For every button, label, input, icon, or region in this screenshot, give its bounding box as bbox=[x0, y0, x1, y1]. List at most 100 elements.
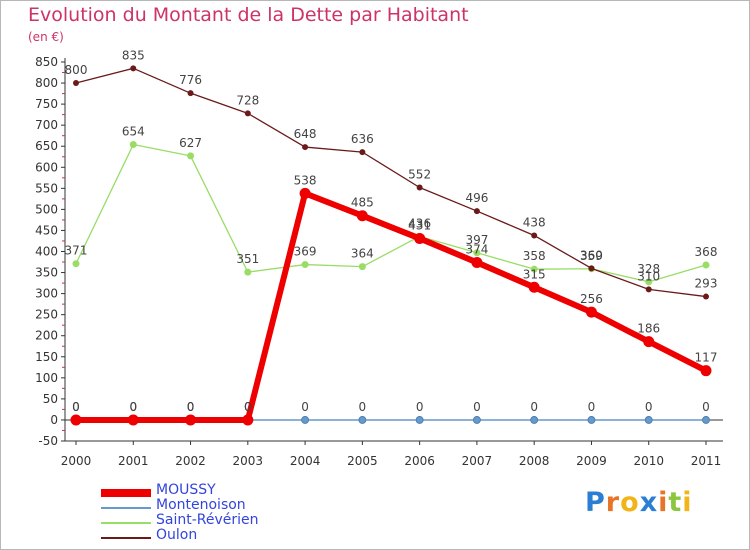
data-point-montenoison bbox=[301, 416, 309, 424]
y-tick-label: 150 bbox=[35, 350, 58, 364]
data-label-oulon: 776 bbox=[179, 73, 202, 87]
series-line-oulon bbox=[75, 67, 707, 298]
data-label-oulon: 728 bbox=[236, 93, 259, 107]
data-label-moussy: 315 bbox=[523, 267, 546, 281]
legend-label: Montenoison bbox=[156, 497, 246, 513]
legend-label: Oulon bbox=[156, 527, 198, 543]
data-label-saint-reverien: 368 bbox=[695, 245, 718, 259]
y-tick-label: 50 bbox=[43, 392, 58, 406]
data-point-moussy bbox=[585, 306, 597, 318]
data-point-moussy bbox=[356, 210, 368, 222]
legend-label: MOUSSY bbox=[156, 482, 216, 498]
data-point-saint-reverien bbox=[645, 278, 653, 286]
x-tick-label: 2005 bbox=[347, 454, 378, 468]
data-label-montenoison: 0 bbox=[301, 400, 309, 414]
data-point-oulon bbox=[531, 232, 538, 239]
data-label-oulon: 648 bbox=[294, 127, 317, 141]
data-point-moussy bbox=[185, 414, 197, 426]
data-label-montenoison: 0 bbox=[702, 400, 710, 414]
data-point-moussy bbox=[414, 232, 426, 244]
data-point-oulon bbox=[359, 149, 366, 156]
data-label-montenoison: 0 bbox=[129, 400, 137, 414]
data-label-oulon: 552 bbox=[408, 167, 431, 181]
y-tick-label: 350 bbox=[35, 266, 58, 280]
y-tick-label: 500 bbox=[35, 202, 58, 216]
data-label-saint-reverien: 436 bbox=[408, 216, 431, 230]
data-label-oulon: 636 bbox=[351, 132, 374, 146]
data-point-saint-reverien bbox=[72, 260, 80, 268]
data-point-oulon bbox=[703, 293, 709, 300]
data-point-montenoison bbox=[702, 416, 710, 424]
data-label-saint-reverien: 397 bbox=[465, 233, 488, 247]
data-point-saint-reverien bbox=[129, 141, 137, 149]
y-tick-label: 200 bbox=[35, 329, 58, 343]
x-tick-label: 2001 bbox=[118, 454, 149, 468]
data-point-oulon bbox=[416, 184, 423, 191]
legend-label: Saint-Révérien bbox=[156, 512, 259, 528]
y-tick-label: 750 bbox=[35, 97, 58, 111]
data-label-moussy: 431 bbox=[408, 218, 431, 232]
data-point-oulon bbox=[244, 110, 251, 117]
data-label-moussy: 0 bbox=[72, 400, 80, 414]
data-label-moussy: 0 bbox=[129, 400, 137, 414]
data-label-saint-reverien: 359 bbox=[580, 249, 603, 263]
y-tick-label: 850 bbox=[35, 55, 58, 69]
x-tick-label: 2011 bbox=[691, 454, 722, 468]
data-label-montenoison: 0 bbox=[244, 400, 252, 414]
data-label-moussy: 256 bbox=[580, 292, 603, 306]
y-tick-label: 100 bbox=[35, 371, 58, 385]
data-point-montenoison bbox=[473, 416, 481, 424]
data-label-montenoison: 0 bbox=[72, 400, 80, 414]
data-label-saint-reverien: 627 bbox=[179, 136, 202, 150]
y-tick-label: 800 bbox=[35, 76, 58, 90]
data-label-oulon: 438 bbox=[523, 215, 546, 229]
data-point-montenoison bbox=[644, 416, 653, 424]
data-label-montenoison: 0 bbox=[645, 400, 653, 414]
data-label-moussy: 0 bbox=[244, 400, 252, 414]
series-line-saint-reverien bbox=[75, 143, 707, 283]
data-point-saint-reverien bbox=[187, 152, 195, 160]
data-point-moussy bbox=[127, 414, 139, 426]
data-point-saint-reverien bbox=[358, 263, 366, 271]
x-tick-label: 2004 bbox=[290, 454, 321, 468]
data-label-oulon: 360 bbox=[580, 248, 603, 262]
x-tick-label: 2007 bbox=[462, 454, 493, 468]
data-point-montenoison bbox=[587, 416, 596, 424]
data-point-oulon bbox=[187, 90, 194, 97]
data-label-montenoison: 0 bbox=[473, 400, 481, 414]
data-point-moussy bbox=[70, 414, 82, 426]
proxiti-logo: Proxiti bbox=[585, 487, 693, 518]
y-tick-label: 650 bbox=[35, 139, 58, 153]
data-point-saint-reverien bbox=[530, 265, 538, 273]
data-label-montenoison: 0 bbox=[588, 400, 596, 414]
data-point-saint-reverien bbox=[301, 261, 309, 269]
data-point-moussy bbox=[700, 365, 712, 377]
data-point-oulon bbox=[302, 144, 309, 151]
y-tick-label: -50 bbox=[38, 434, 58, 448]
data-label-moussy: 485 bbox=[351, 196, 374, 210]
data-label-oulon: 835 bbox=[122, 48, 145, 62]
data-label-oulon: 293 bbox=[695, 277, 718, 291]
x-tick-label: 2002 bbox=[175, 454, 206, 468]
legend-swatch bbox=[101, 521, 151, 524]
data-point-moussy bbox=[471, 256, 483, 268]
y-tick-label: 250 bbox=[35, 308, 58, 322]
data-point-montenoison bbox=[358, 416, 367, 424]
data-label-oulon: 800 bbox=[65, 63, 88, 77]
y-tick-label: 450 bbox=[35, 223, 58, 237]
x-tick-label: 2008 bbox=[519, 454, 550, 468]
data-point-saint-reverien bbox=[473, 249, 481, 257]
data-point-oulon bbox=[73, 80, 79, 87]
data-label-moussy: 538 bbox=[294, 173, 317, 187]
series-line-moussy bbox=[76, 190, 708, 423]
data-point-moussy bbox=[299, 187, 311, 199]
x-tick-label: 2003 bbox=[233, 454, 264, 468]
y-tick-label: 700 bbox=[35, 118, 58, 132]
data-point-moussy bbox=[528, 281, 540, 293]
y-tick-label: 550 bbox=[35, 181, 58, 195]
x-tick-label: 2010 bbox=[633, 454, 664, 468]
data-label-saint-reverien: 351 bbox=[236, 252, 259, 266]
y-tick-label: 400 bbox=[35, 245, 58, 259]
